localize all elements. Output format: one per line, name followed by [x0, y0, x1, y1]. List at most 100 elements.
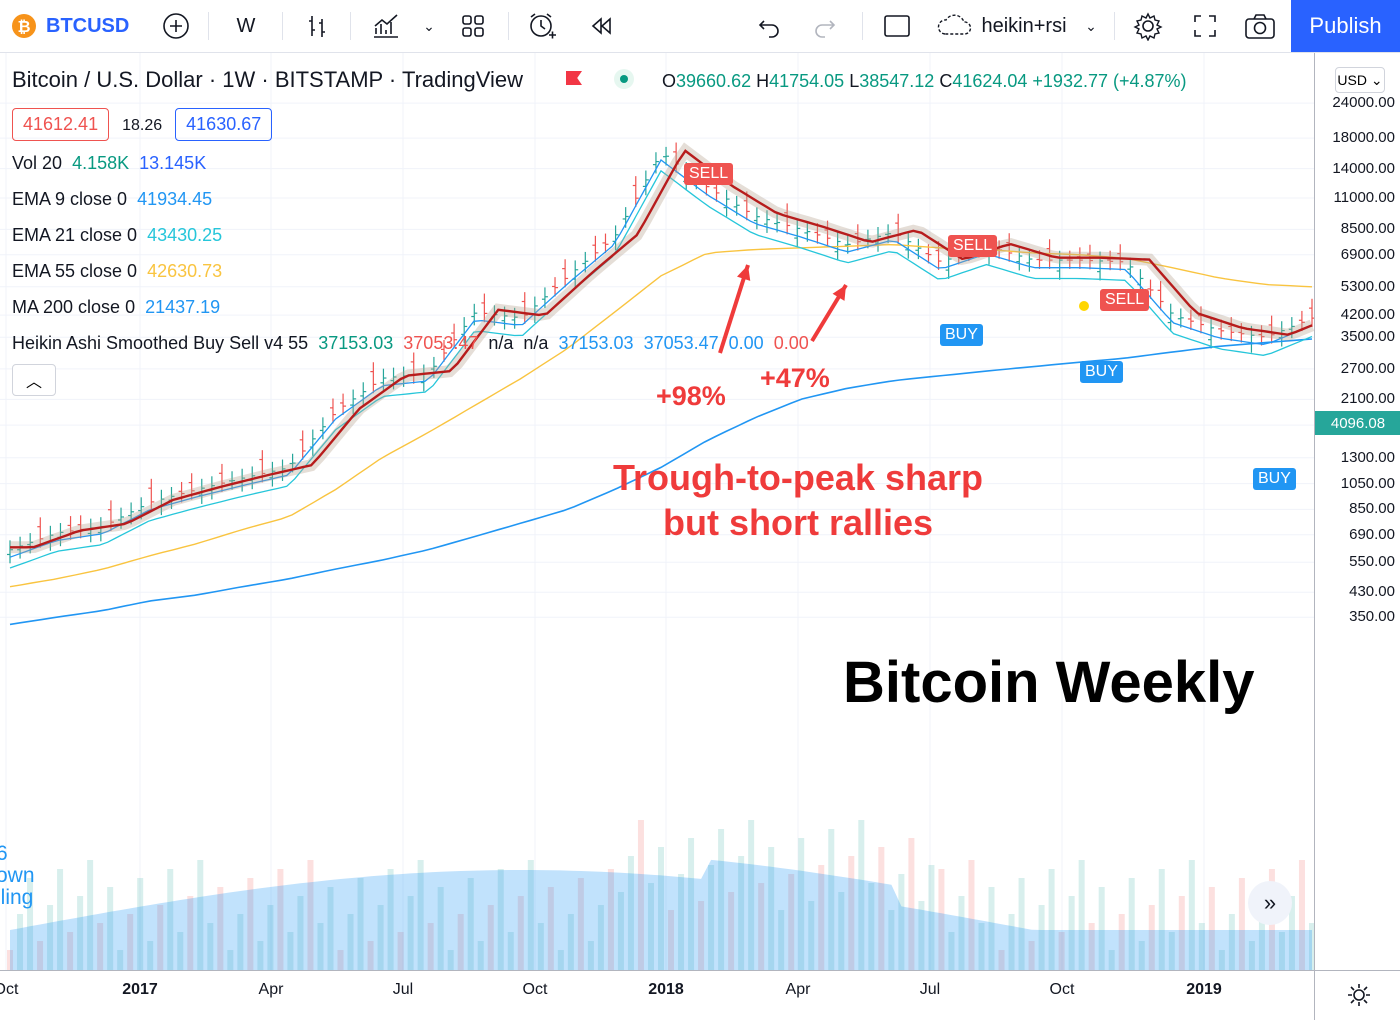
redo-icon[interactable]: [808, 0, 842, 52]
collapse-legend-button[interactable]: ︿: [12, 364, 56, 396]
chart-pane[interactable]: Bitcoin / U.S. Dollar · 1W · BITSTAMP · …: [0, 53, 1314, 970]
publish-label: Publish: [1309, 13, 1382, 38]
volume-bar: [1248, 941, 1255, 970]
sell-signal[interactable]: SELL: [948, 235, 998, 257]
volume-bar: [718, 829, 725, 970]
volume-bar: [397, 932, 404, 970]
price-tick: 550.00: [1349, 553, 1395, 571]
buy-signal[interactable]: BUY: [940, 324, 983, 346]
fullscreen-rect-icon[interactable]: [880, 0, 914, 52]
indicator-ma200[interactable]: MA 200 close 0 21437.19: [12, 297, 220, 318]
volume-bar: [658, 847, 664, 970]
cloud-icon: [934, 0, 976, 52]
indicator-ema55[interactable]: EMA 55 close 0 42630.73: [12, 261, 222, 282]
price-bar: [753, 207, 760, 230]
interval-label: W: [236, 14, 256, 37]
indicators-icon[interactable]: [368, 0, 404, 52]
arrow-head: [736, 265, 751, 281]
title-text: Bitcoin / U.S. Dollar · 1W · BITSTAMP · …: [12, 67, 524, 92]
alert-clock-icon[interactable]: [524, 0, 560, 52]
price-tick: 1050.00: [1340, 474, 1395, 492]
template-button[interactable]: heikin+rsi: [976, 0, 1072, 52]
volume-bar: [357, 878, 364, 970]
volume-bar: [177, 932, 184, 970]
ask-price[interactable]: 41630.67: [175, 108, 273, 141]
volume-bar: [547, 887, 554, 970]
indicator-ema9[interactable]: EMA 9 close 0 41934.45: [12, 189, 212, 210]
symbol-label: BTCUSD: [46, 14, 130, 37]
compare-add-icon[interactable]: [160, 0, 192, 52]
publish-button[interactable]: Publish: [1291, 0, 1400, 52]
change-value: +1932.77 (+4.87%): [1032, 71, 1187, 91]
volume-bar: [247, 878, 254, 970]
bid-price[interactable]: 41612.41: [12, 108, 110, 141]
sell-signal[interactable]: SELL: [684, 163, 734, 185]
indicator-value: 41934.45: [137, 189, 213, 209]
volume-bar: [457, 914, 464, 970]
price-tick: 2100.00: [1340, 390, 1395, 408]
low-value: 38547.12: [859, 71, 935, 91]
volume-bar: [1128, 878, 1135, 970]
volume-bar: [958, 896, 965, 970]
volume-bar: [307, 860, 314, 970]
alert-dot-icon: [1079, 301, 1089, 311]
replay-icon[interactable]: [584, 0, 618, 52]
indicator-value: 37053.47: [403, 333, 479, 353]
open-label: O: [662, 71, 677, 91]
chevron-down-icon[interactable]: ⌄: [423, 17, 435, 34]
price-axis[interactable]: 24000.00 18000.00 14000.00 11000.00 8500.00 6…: [1314, 53, 1400, 970]
volume-bar: [1238, 878, 1245, 970]
layout-grid-icon[interactable]: [456, 0, 490, 52]
volume-bar: [1218, 950, 1225, 970]
bar-style-icon[interactable]: [300, 0, 334, 52]
indicator-value: 21437.19: [145, 297, 221, 317]
indicator-heikin[interactable]: Heikin Ashi Smoothed Buy Sell v4 55 3715…: [12, 333, 809, 354]
arrow-head: [832, 285, 846, 301]
chevron-down-icon[interactable]: ⌄: [1085, 17, 1097, 34]
volume-bar: [1188, 860, 1195, 970]
buy-signal[interactable]: BUY: [1080, 361, 1123, 383]
price-tick: 2700.00: [1340, 359, 1395, 377]
low-label: L: [849, 71, 860, 91]
price-bar: [602, 233, 609, 254]
price-bar: [1167, 303, 1174, 332]
symbol-search-button[interactable]: BTCUSD: [46, 0, 130, 52]
volume-bar: [1018, 878, 1025, 970]
price-tick: 350.00: [1349, 608, 1395, 626]
expand-icon[interactable]: [1188, 0, 1222, 52]
volume-bar: [868, 883, 875, 970]
volume-bar: [858, 820, 865, 970]
sell-signal[interactable]: SELL: [1100, 289, 1150, 311]
flag-icon[interactable]: [566, 71, 582, 85]
indicator-vol[interactable]: Vol 20 4.158K 13.145K: [12, 153, 206, 174]
volume-bar: [1148, 905, 1155, 970]
chevron-up-icon: ︿: [25, 374, 42, 391]
price-bar: [1147, 279, 1154, 299]
sun-settings-icon[interactable]: [1347, 983, 1371, 1012]
indicator-ema21[interactable]: EMA 21 close 0 43430.25: [12, 225, 222, 246]
gear-icon[interactable]: [1130, 0, 1166, 52]
separator: [350, 12, 351, 40]
settings-corner[interactable]: [1314, 970, 1400, 1020]
partial-line: 6: [0, 842, 8, 865]
arrow-shaft: [718, 264, 750, 354]
camera-icon[interactable]: [1242, 0, 1278, 52]
volume-bar: [417, 860, 424, 970]
volume-bar: [1168, 932, 1175, 970]
volume-bar: [678, 874, 685, 970]
volume-bar: [97, 923, 104, 970]
buy-signal[interactable]: BUY: [1253, 468, 1296, 490]
volume-bar: [798, 838, 805, 970]
currency-select[interactable]: USD ⌄: [1335, 67, 1385, 93]
interval-button[interactable]: W: [226, 0, 266, 52]
undo-icon[interactable]: [752, 0, 786, 52]
time-axis[interactable]: Oct 2017 Apr Jul Oct 2018 Apr Jul Oct 2019: [0, 970, 1314, 1020]
volume-bar: [387, 869, 394, 970]
time-tick: Oct: [0, 981, 19, 998]
volume-bar: [758, 883, 765, 970]
volume-bar: [1108, 950, 1115, 970]
price-bar: [723, 189, 730, 217]
open-value: 39660.62: [676, 71, 752, 91]
price-bar: [1298, 310, 1305, 332]
scroll-to-realtime-button[interactable]: »: [1248, 881, 1292, 925]
